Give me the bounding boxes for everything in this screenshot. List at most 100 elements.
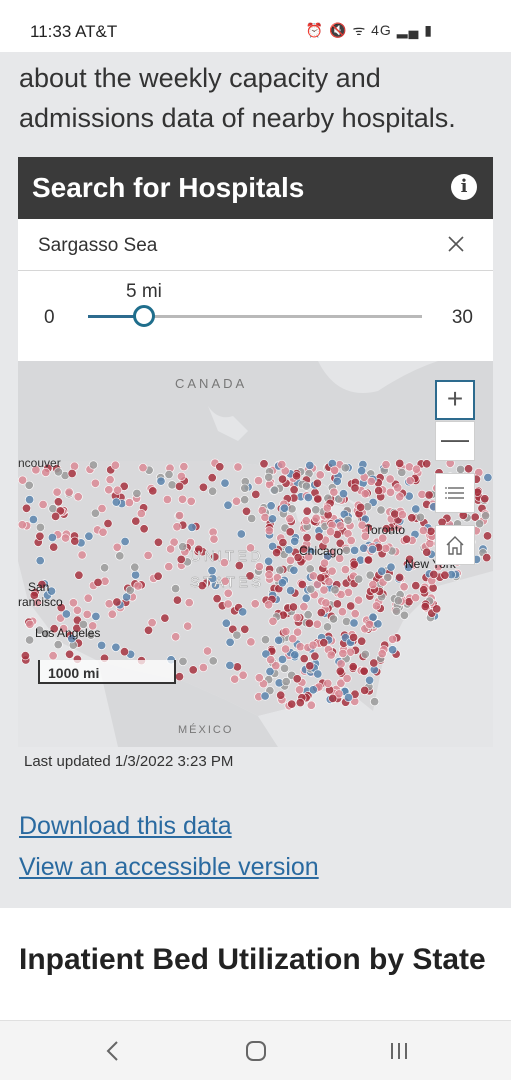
hospital-marker[interactable]	[153, 537, 163, 547]
hospital-marker[interactable]	[178, 494, 188, 504]
hospital-marker[interactable]	[175, 672, 185, 682]
hospital-marker[interactable]	[264, 600, 274, 610]
hospital-marker[interactable]	[207, 566, 217, 576]
hospital-marker[interactable]	[232, 496, 242, 506]
slider-track[interactable]	[88, 315, 422, 318]
hospital-marker[interactable]	[316, 608, 326, 618]
hospital-marker[interactable]	[304, 618, 314, 628]
hospital-marker[interactable]	[120, 647, 130, 657]
hospital-marker[interactable]	[393, 596, 403, 606]
hospital-marker[interactable]	[303, 493, 313, 503]
hospital-marker[interactable]	[223, 599, 233, 609]
hospital-marker[interactable]	[78, 619, 88, 629]
hospital-marker[interactable]	[179, 462, 189, 472]
hospital-marker[interactable]	[33, 598, 43, 608]
hospital-marker[interactable]	[125, 585, 135, 595]
hospital-marker[interactable]	[25, 619, 35, 629]
hospital-marker[interactable]	[411, 581, 421, 591]
hospital-marker[interactable]	[277, 460, 287, 470]
hospital-marker[interactable]	[341, 616, 351, 626]
hospital-marker[interactable]	[336, 678, 346, 688]
hospital-marker[interactable]	[271, 661, 281, 671]
hospital-marker[interactable]	[377, 566, 387, 576]
hospital-marker[interactable]	[25, 495, 35, 505]
hospital-marker[interactable]	[53, 497, 63, 507]
hospital-marker[interactable]	[287, 699, 297, 709]
hospital-marker[interactable]	[221, 618, 231, 628]
hospital-marker[interactable]	[350, 483, 360, 493]
hospital-marker[interactable]	[136, 509, 146, 519]
hospital-marker[interactable]	[156, 476, 166, 486]
hospital-marker[interactable]	[171, 584, 181, 594]
hospital-marker[interactable]	[281, 677, 291, 687]
layers-button[interactable]	[435, 473, 475, 513]
hospital-marker[interactable]	[305, 460, 315, 470]
hospital-marker[interactable]	[197, 581, 207, 591]
hospital-marker[interactable]	[232, 662, 242, 672]
hospital-marker[interactable]	[47, 533, 57, 543]
hospital-marker[interactable]	[167, 480, 177, 490]
hospital-marker[interactable]	[64, 487, 74, 497]
hospital-marker[interactable]	[388, 634, 398, 644]
hospital-marker[interactable]	[98, 527, 108, 537]
hospital-marker[interactable]	[299, 544, 309, 554]
hospital-marker[interactable]	[357, 520, 367, 530]
hospital-marker[interactable]	[25, 635, 35, 645]
hospital-marker[interactable]	[440, 570, 450, 580]
hospital-marker[interactable]	[325, 527, 335, 537]
hospital-marker[interactable]	[303, 610, 313, 620]
hospital-marker[interactable]	[366, 476, 376, 486]
hospital-marker[interactable]	[322, 503, 332, 513]
hospital-marker[interactable]	[133, 581, 143, 591]
hospital-marker[interactable]	[343, 515, 353, 525]
hospital-marker[interactable]	[261, 649, 271, 659]
hospital-marker[interactable]	[112, 542, 122, 552]
hospital-marker[interactable]	[254, 562, 264, 572]
hospital-marker[interactable]	[264, 556, 274, 566]
hospital-marker[interactable]	[281, 626, 291, 636]
hospital-marker[interactable]	[420, 602, 430, 612]
hospital-marker[interactable]	[72, 623, 82, 633]
hospital-marker[interactable]	[304, 552, 314, 562]
hospital-marker[interactable]	[464, 464, 474, 474]
hospital-marker[interactable]	[370, 697, 380, 707]
hospital-marker[interactable]	[18, 520, 27, 530]
hospital-marker[interactable]	[335, 553, 345, 563]
hospital-marker[interactable]	[349, 618, 359, 628]
hospital-marker[interactable]	[297, 580, 307, 590]
hospital-marker[interactable]	[395, 492, 405, 502]
hospital-marker[interactable]	[367, 544, 377, 554]
hospital-marker[interactable]	[277, 654, 287, 664]
hospital-marker[interactable]	[270, 485, 280, 495]
hospital-marker[interactable]	[357, 636, 367, 646]
hospital-marker[interactable]	[381, 460, 391, 470]
hospital-marker[interactable]	[328, 614, 338, 624]
hospital-marker[interactable]	[272, 548, 282, 558]
hospital-marker[interactable]	[319, 558, 329, 568]
hospital-marker[interactable]	[319, 585, 329, 595]
hospital-marker[interactable]	[299, 602, 309, 612]
hospital-marker[interactable]	[100, 563, 110, 573]
hospital-marker[interactable]	[377, 649, 387, 659]
hospital-marker[interactable]	[315, 470, 325, 480]
hospital-marker[interactable]	[294, 685, 304, 695]
hospital-marker[interactable]	[295, 642, 305, 652]
hospital-marker[interactable]	[335, 538, 345, 548]
hospital-marker[interactable]	[238, 670, 248, 680]
hospital-marker[interactable]	[376, 505, 386, 515]
home-button-icon[interactable]	[242, 1037, 270, 1065]
hospital-marker[interactable]	[72, 605, 82, 615]
hospital-marker[interactable]	[340, 463, 350, 473]
hospital-marker[interactable]	[65, 649, 75, 659]
hospital-marker[interactable]	[324, 577, 334, 587]
hospital-marker[interactable]	[279, 503, 289, 513]
hospital-marker[interactable]	[354, 574, 364, 584]
hospital-marker[interactable]	[59, 624, 69, 634]
hospital-marker[interactable]	[74, 570, 84, 580]
hospital-marker[interactable]	[285, 527, 295, 537]
hospital-marker[interactable]	[223, 500, 233, 510]
hospital-marker[interactable]	[172, 522, 182, 532]
hospital-marker[interactable]	[178, 656, 188, 666]
hospital-marker[interactable]	[312, 478, 322, 488]
hospital-marker[interactable]	[393, 483, 403, 493]
